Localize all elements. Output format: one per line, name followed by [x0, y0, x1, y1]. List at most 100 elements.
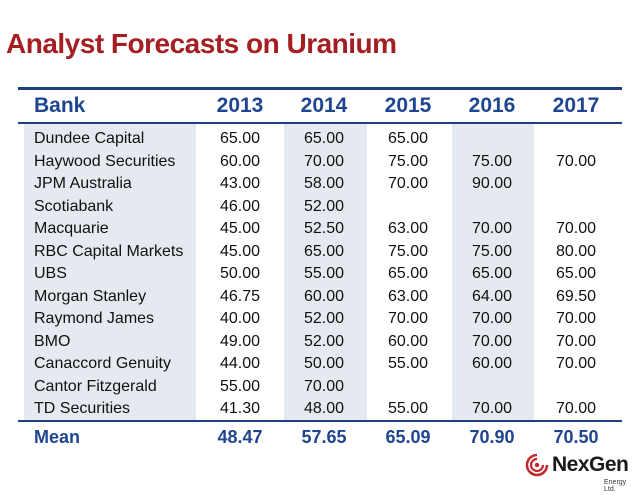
bank-name-cell: Canaccord Genuity: [34, 355, 171, 373]
column-shade-bank: [24, 124, 196, 420]
table-row: Morgan Stanley 46.75 60.00 63.00 64.00 69.50: [18, 286, 622, 309]
forecast-cell: 55.00: [219, 377, 261, 395]
nexgen-logo: NexGen Energy Ltd.: [524, 449, 634, 493]
table-row: UBS 50.00 55.00 65.00 65.00 65.00: [18, 263, 622, 286]
header-2013: 2013: [216, 94, 264, 117]
mean-2014: 57.65: [301, 426, 347, 447]
bank-name-cell: BMO: [34, 332, 71, 350]
forecast-cell: 43.00: [219, 175, 261, 193]
bank-name-cell: Cantor Fitzgerald: [34, 377, 157, 395]
forecast-cell: 80.00: [555, 242, 597, 260]
forecast-cell: 60.00: [387, 332, 429, 350]
table-top-rule: [18, 87, 622, 90]
header-2016: 2016: [468, 94, 516, 117]
table-row: TD Securities 41.30 48.00 55.00 70.00 70.00: [18, 398, 622, 421]
forecast-cell: 60.00: [303, 287, 345, 305]
forecast-cell: 90.00: [471, 175, 513, 193]
table-row: Macquarie 45.00 52.50 63.00 70.00 70.00: [18, 218, 622, 241]
forecast-cell: 44.00: [219, 355, 261, 373]
table-bottom-rule: [18, 420, 622, 422]
forecast-cell: 64.00: [471, 287, 513, 305]
forecast-cell: 70.00: [471, 400, 513, 418]
bank-name-cell: Macquarie: [34, 220, 109, 238]
forecast-cell: 75.00: [387, 152, 429, 170]
header-2014: 2014: [300, 94, 348, 117]
forecast-cell: 70.00: [555, 220, 597, 238]
forecast-cell: 63.00: [387, 287, 429, 305]
table-row: JPM Australia 43.00 58.00 70.00 90.00: [18, 173, 622, 196]
forecast-cell: 55.00: [387, 400, 429, 418]
bank-name-cell: JPM Australia: [34, 175, 132, 193]
forecast-cell: 55.00: [387, 355, 429, 373]
forecast-cell: 70.00: [471, 220, 513, 238]
bank-name-cell: Haywood Securities: [34, 152, 176, 170]
mean-label: Mean: [34, 426, 81, 447]
forecast-cell: 70.00: [555, 152, 597, 170]
nexgen-swirl-icon: [525, 453, 549, 477]
forecast-cell: 70.00: [555, 332, 597, 350]
logo-subtitle: Energy Ltd.: [604, 479, 627, 493]
forecast-cell: 70.00: [471, 310, 513, 328]
logo-name: NexGen: [552, 453, 629, 476]
forecast-cell: 50.00: [303, 355, 345, 373]
forecast-cell: 65.00: [303, 242, 345, 260]
bank-name-cell: Scotiabank: [34, 197, 114, 215]
forecast-cell: 52.00: [303, 197, 345, 215]
forecast-cell: 65.00: [471, 265, 513, 283]
forecast-cell: 46.75: [219, 287, 261, 305]
bank-name-cell: Morgan Stanley: [34, 287, 147, 305]
forecast-cell: 60.00: [219, 152, 261, 170]
table-header-row: Bank 2013 2014 2015 2016 2017: [18, 92, 622, 120]
mean-row: Mean 48.47 57.65 65.09 70.90 70.50: [18, 424, 622, 450]
table-body: Dundee Capital 65.00 65.00 65.00 Haywood Sec…: [18, 128, 622, 421]
bank-name-cell: Dundee Capital: [34, 130, 145, 148]
forecast-cell: 45.00: [219, 242, 261, 260]
forecast-cell: 65.00: [387, 265, 429, 283]
mean-2016: 70.90: [469, 426, 515, 447]
forecast-cell: 60.00: [471, 355, 513, 373]
forecast-cell: 52.00: [303, 310, 345, 328]
forecast-cell: 52.00: [303, 332, 345, 350]
forecast-cell: 65.00: [387, 130, 429, 148]
forecast-cell: 50.00: [219, 265, 261, 283]
mean-2015: 65.09: [385, 426, 431, 447]
forecast-cell: 41.30: [219, 400, 261, 418]
forecast-cell: 75.00: [471, 242, 513, 260]
header-2015: 2015: [384, 94, 432, 117]
table-row: Canaccord Genuity 44.00 50.00 55.00 60.00 70.…: [18, 353, 622, 376]
forecast-cell: 65.00: [555, 265, 597, 283]
bank-name-cell: RBC Capital Markets: [34, 242, 184, 260]
bank-name-cell: UBS: [34, 265, 67, 283]
forecast-cell: 45.00: [219, 220, 261, 238]
forecast-cell: 48.00: [303, 400, 345, 418]
forecast-cell: 65.00: [219, 130, 261, 148]
table-row: Dundee Capital 65.00 65.00 65.00: [18, 128, 622, 151]
column-shade-2016: [452, 124, 534, 420]
forecast-cell: 70.00: [555, 400, 597, 418]
forecast-cell: 70.00: [387, 310, 429, 328]
forecast-cell: 55.00: [303, 265, 345, 283]
forecast-cell: 49.00: [219, 332, 261, 350]
bank-name-cell: TD Securities: [34, 400, 131, 418]
forecast-cell: 65.00: [303, 130, 345, 148]
table-row: Haywood Securities 60.00 70.00 75.00 75.00 70…: [18, 151, 622, 174]
forecast-cell: 70.00: [555, 310, 597, 328]
table-row: Scotiabank 46.00 52.00: [18, 196, 622, 219]
forecast-cell: 40.00: [219, 310, 261, 328]
table-row: BMO 49.00 52.00 60.00 70.00 70.00: [18, 331, 622, 354]
forecast-cell: 70.00: [303, 152, 345, 170]
forecast-cell: 46.00: [219, 197, 261, 215]
header-bank: Bank: [34, 94, 86, 117]
mean-2013: 48.47: [217, 426, 263, 447]
table-row: Raymond James 40.00 52.00 70.00 70.00 70.00: [18, 308, 622, 331]
forecast-cell: 70.00: [555, 355, 597, 373]
forecast-cell: 70.00: [387, 175, 429, 193]
page-title: Analyst Forecasts on Uranium: [6, 28, 397, 59]
forecast-cell: 58.00: [303, 175, 345, 193]
bank-name-cell: Raymond James: [34, 310, 155, 328]
forecast-cell: 75.00: [471, 152, 513, 170]
mean-2017: 70.50: [553, 426, 599, 447]
forecast-cell: 69.50: [555, 287, 597, 305]
table-row: Cantor Fitzgerald 55.00 70.00: [18, 376, 622, 399]
table-row: RBC Capital Markets 45.00 65.00 75.00 75.00 8…: [18, 241, 622, 264]
